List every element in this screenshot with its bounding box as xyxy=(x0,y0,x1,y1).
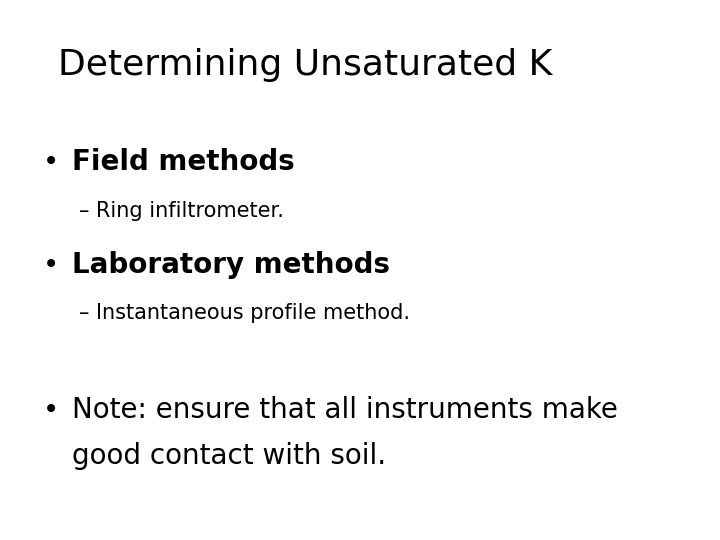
Text: Laboratory methods: Laboratory methods xyxy=(72,251,390,279)
Text: Field methods: Field methods xyxy=(72,148,294,176)
Text: good contact with soil.: good contact with soil. xyxy=(72,442,386,470)
Text: •: • xyxy=(43,251,60,279)
Text: – Ring infiltrometer.: – Ring infiltrometer. xyxy=(79,200,284,221)
Text: – Instantaneous profile method.: – Instantaneous profile method. xyxy=(79,303,410,323)
Text: •: • xyxy=(43,148,60,176)
Text: •: • xyxy=(43,396,60,424)
Text: Determining Unsaturated K: Determining Unsaturated K xyxy=(58,48,552,82)
Text: Note: ensure that all instruments make: Note: ensure that all instruments make xyxy=(72,396,618,424)
